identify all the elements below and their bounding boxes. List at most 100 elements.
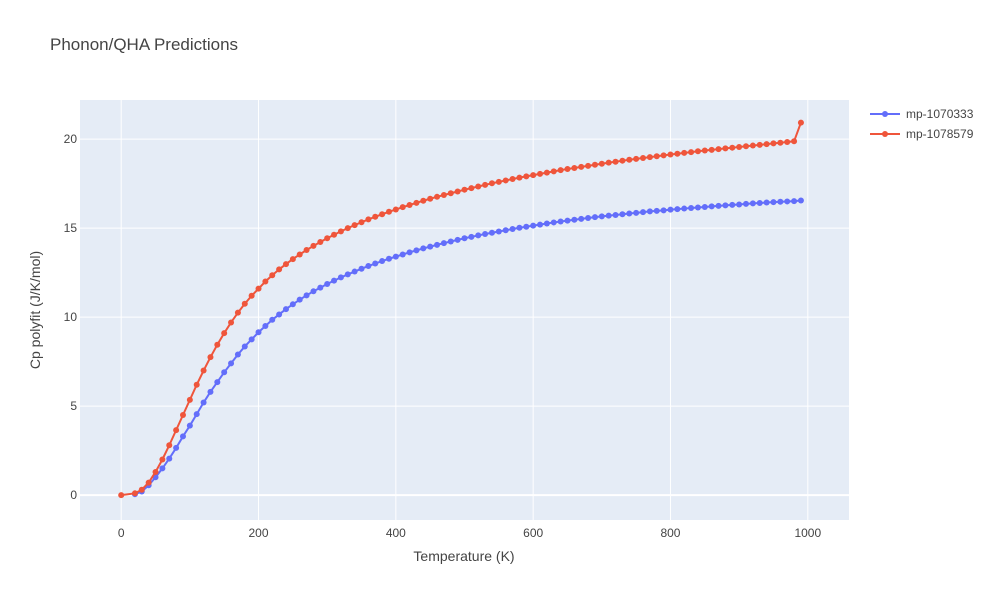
data-point[interactable]	[159, 456, 166, 463]
data-point[interactable]	[303, 292, 310, 299]
data-point[interactable]	[743, 143, 750, 150]
data-point[interactable]	[557, 167, 564, 174]
data-point[interactable]	[324, 281, 331, 288]
data-point[interactable]	[131, 490, 138, 497]
data-point[interactable]	[351, 222, 358, 229]
data-point[interactable]	[791, 138, 798, 145]
data-point[interactable]	[585, 162, 592, 169]
data-point[interactable]	[413, 199, 420, 206]
data-point[interactable]	[674, 206, 681, 213]
data-point[interactable]	[179, 412, 186, 418]
data-point[interactable]	[770, 199, 777, 206]
data-point[interactable]	[358, 219, 365, 226]
data-point[interactable]	[591, 214, 598, 221]
data-point[interactable]	[646, 208, 653, 215]
data-point[interactable]	[482, 231, 489, 238]
data-point[interactable]	[502, 227, 509, 234]
data-point[interactable]	[454, 236, 461, 243]
data-point[interactable]	[262, 323, 269, 330]
data-point[interactable]	[784, 139, 791, 145]
data-point[interactable]	[427, 195, 434, 202]
data-point[interactable]	[228, 319, 235, 326]
data-point[interactable]	[626, 210, 633, 217]
data-point[interactable]	[303, 247, 310, 254]
data-point[interactable]	[633, 209, 640, 216]
data-point[interactable]	[708, 146, 715, 153]
data-point[interactable]	[461, 186, 468, 193]
data-point[interactable]	[434, 241, 441, 248]
data-point[interactable]	[365, 263, 372, 270]
data-point[interactable]	[420, 197, 427, 204]
data-point[interactable]	[461, 235, 468, 242]
data-point[interactable]	[495, 228, 502, 235]
data-point[interactable]	[166, 455, 173, 462]
data-point[interactable]	[221, 330, 228, 337]
data-point[interactable]	[193, 411, 200, 418]
data-point[interactable]	[385, 255, 392, 262]
data-point[interactable]	[653, 207, 660, 214]
data-point[interactable]	[516, 174, 523, 181]
data-point[interactable]	[626, 156, 633, 163]
data-point[interactable]	[612, 211, 619, 218]
data-point[interactable]	[612, 158, 619, 165]
data-point[interactable]	[633, 155, 640, 162]
data-point[interactable]	[248, 336, 255, 343]
data-point[interactable]	[715, 146, 722, 153]
data-point[interactable]	[516, 224, 523, 231]
data-point[interactable]	[598, 213, 605, 220]
data-point[interactable]	[289, 256, 296, 263]
data-point[interactable]	[729, 201, 736, 208]
data-point[interactable]	[605, 159, 612, 166]
data-point[interactable]	[317, 284, 324, 291]
data-point[interactable]	[578, 163, 585, 170]
data-point[interactable]	[385, 208, 392, 215]
data-point[interactable]	[763, 199, 770, 206]
data-point[interactable]	[660, 152, 667, 159]
data-point[interactable]	[200, 399, 207, 406]
data-point[interactable]	[118, 492, 125, 499]
data-point[interactable]	[667, 151, 674, 158]
data-point[interactable]	[585, 214, 592, 221]
data-point[interactable]	[722, 145, 729, 152]
data-point[interactable]	[200, 367, 207, 374]
data-point[interactable]	[440, 192, 447, 199]
data-point[interactable]	[420, 245, 427, 252]
data-point[interactable]	[701, 147, 708, 154]
data-point[interactable]	[392, 253, 399, 260]
data-point[interactable]	[282, 261, 289, 268]
data-point[interactable]	[530, 172, 537, 179]
legend-item[interactable]: mp-1078579	[870, 127, 974, 141]
data-point[interactable]	[550, 219, 557, 226]
data-point[interactable]	[324, 235, 331, 242]
data-point[interactable]	[207, 388, 214, 395]
data-point[interactable]	[399, 251, 406, 258]
data-point[interactable]	[509, 226, 516, 233]
data-point[interactable]	[502, 177, 509, 184]
data-point[interactable]	[440, 240, 447, 247]
data-point[interactable]	[605, 212, 612, 219]
data-point[interactable]	[495, 178, 502, 185]
data-point[interactable]	[248, 292, 255, 299]
data-point[interactable]	[179, 433, 186, 440]
data-point[interactable]	[406, 249, 413, 256]
data-point[interactable]	[276, 266, 283, 273]
data-point[interactable]	[797, 119, 804, 126]
data-point[interactable]	[214, 379, 221, 386]
data-point[interactable]	[173, 427, 180, 434]
data-point[interactable]	[482, 181, 489, 188]
data-point[interactable]	[282, 306, 289, 313]
data-point[interactable]	[571, 216, 578, 223]
data-point[interactable]	[681, 205, 688, 212]
data-point[interactable]	[756, 141, 763, 148]
data-point[interactable]	[653, 153, 660, 160]
data-point[interactable]	[214, 341, 221, 348]
data-point[interactable]	[694, 204, 701, 211]
data-point[interactable]	[296, 251, 303, 258]
data-point[interactable]	[591, 161, 598, 168]
data-point[interactable]	[537, 170, 544, 177]
data-point[interactable]	[791, 198, 798, 205]
data-point[interactable]	[413, 247, 420, 254]
data-point[interactable]	[475, 232, 482, 239]
data-point[interactable]	[241, 300, 248, 307]
data-point[interactable]	[427, 243, 434, 250]
